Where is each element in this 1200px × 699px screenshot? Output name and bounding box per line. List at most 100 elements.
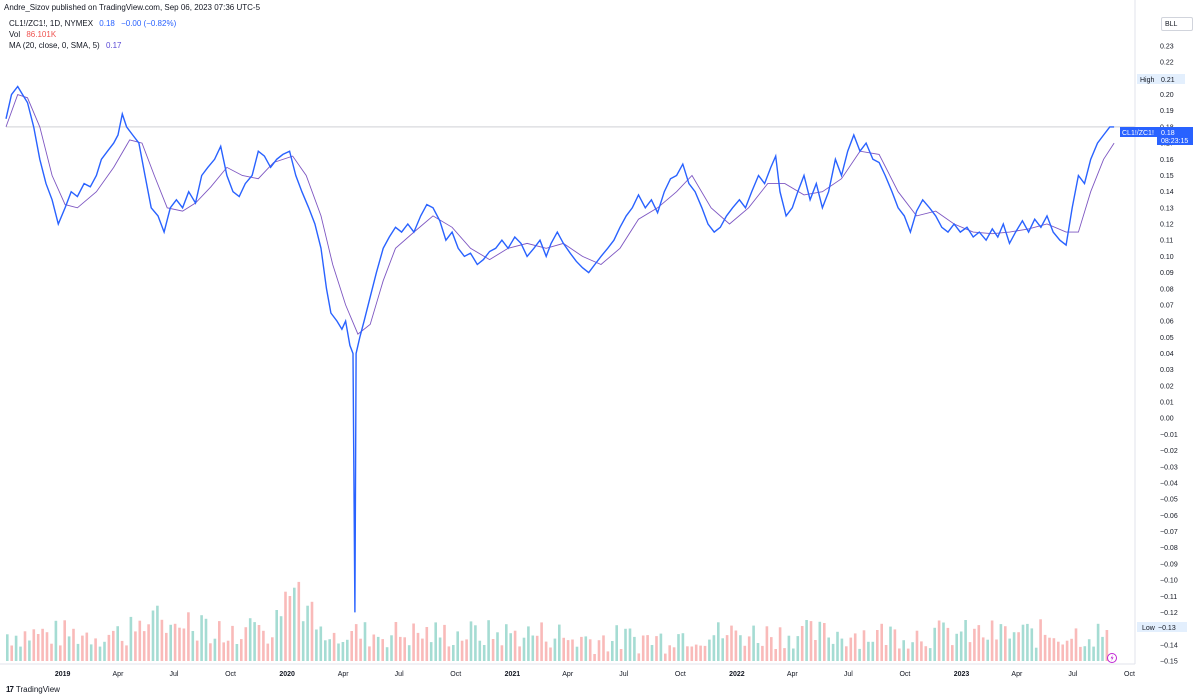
- y-tick-label: −0.15: [1160, 659, 1178, 666]
- legend-ma-value: 0.17: [105, 41, 122, 50]
- footer-brand[interactable]: 17 TradingView: [6, 685, 60, 694]
- volume-bar: [306, 605, 309, 661]
- volume-bar: [800, 626, 804, 661]
- volume-bar: [562, 637, 565, 661]
- volume-bar: [902, 640, 905, 661]
- volume-bar: [173, 623, 177, 661]
- volume-bar: [986, 639, 989, 661]
- volume-bar: [156, 605, 159, 661]
- volume-bar: [138, 620, 142, 661]
- volume-bar: [213, 638, 217, 661]
- low-marker-bg: [1137, 622, 1187, 632]
- volume-bar: [867, 641, 870, 661]
- volume-bar: [474, 625, 477, 661]
- volume-bar: [407, 645, 411, 661]
- y-tick-label: 0.15: [1160, 173, 1174, 180]
- volume-bar: [597, 640, 601, 661]
- volume-bar: [293, 587, 296, 661]
- volume-bar: [725, 635, 729, 661]
- volume-bar: [19, 646, 22, 661]
- volume-bar: [165, 632, 168, 661]
- volume-bar: [257, 625, 261, 661]
- y-tick-label: −0.11: [1160, 594, 1177, 601]
- ma-line: [5, 94, 1115, 335]
- last-price-badge[interactable]: CL1!/ZC1! 0.18 08:23:15: [1120, 127, 1193, 145]
- volume-bar: [792, 648, 795, 661]
- volume-bar: [650, 645, 654, 661]
- y-tick-label: −0.06: [1160, 513, 1178, 520]
- tradingview-brand: TradingView: [15, 685, 60, 694]
- volume-bar: [434, 622, 437, 661]
- legend-vol-row[interactable]: Vol 86.101K: [9, 29, 176, 40]
- volume-bar: [990, 620, 994, 661]
- volume-bar: [783, 648, 786, 661]
- y-tick-label: 0.12: [1160, 222, 1174, 229]
- volume-bar: [72, 628, 75, 661]
- y-axis[interactable]: 0.23 0.22 0.21 0.20 0.19 0.18 0.17 0.16 0.15 0.14…: [1160, 44, 1178, 666]
- volume-bar: [633, 636, 636, 661]
- legend-symbol-row[interactable]: CL1!/ZC1!, 1D, NYMEX 0.18 −0.00 (−0.82%): [9, 18, 176, 29]
- volume-bar: [584, 636, 588, 661]
- volume-bar: [915, 630, 919, 661]
- y-tick-label: 0.00: [1160, 416, 1174, 423]
- y-tick-label: 0.11: [1160, 238, 1173, 245]
- volume-bar: [906, 648, 910, 661]
- legend-change: −0.00 (−0.82%): [121, 19, 177, 28]
- volume-bars: [6, 581, 1109, 661]
- volume-bar: [849, 637, 853, 661]
- y-tick-label: −0.08: [1160, 545, 1178, 552]
- y-tick-label: 0.21: [1160, 76, 1174, 83]
- y-tick-label: 0.04: [1160, 351, 1174, 358]
- volume-bar: [94, 638, 97, 661]
- volume-bar: [6, 634, 9, 661]
- volume-bar: [191, 631, 195, 661]
- volume-bar: [429, 642, 433, 661]
- volume-bar: [995, 639, 998, 661]
- volume-bar: [743, 645, 747, 661]
- volume-bar: [1061, 644, 1064, 661]
- volume-bar: [1096, 623, 1100, 661]
- low-marker-label: Low: [1142, 625, 1156, 632]
- price-scale-button[interactable]: BLL: [1161, 17, 1193, 31]
- price-line: [5, 85, 1115, 613]
- volume-bar: [160, 619, 164, 661]
- volume-bar: [103, 641, 106, 661]
- volume-bar: [549, 647, 552, 661]
- x-tick-label: Oct: [899, 671, 910, 678]
- low-marker: Low −0.13: [1137, 622, 1187, 632]
- volume-bar: [491, 639, 495, 661]
- volume-bar: [933, 627, 936, 661]
- y-tick-label: 0.07: [1160, 302, 1174, 309]
- volume-bar: [981, 637, 985, 661]
- lightning-icon[interactable]: [1107, 653, 1117, 663]
- volume-bar: [10, 645, 13, 661]
- y-tick-label: 0.09: [1160, 270, 1174, 277]
- volume-bar: [544, 641, 548, 661]
- volume-bar: [129, 616, 133, 661]
- volume-bar: [619, 649, 623, 661]
- volume-bar: [659, 633, 663, 661]
- volume-bar: [182, 628, 186, 661]
- volume-bar: [271, 637, 274, 661]
- x-tick-label: 2023: [954, 671, 970, 678]
- legend-ma-row[interactable]: MA (20, close, 0, SMA, 5) 0.17: [9, 40, 176, 51]
- volume-bar: [611, 641, 614, 661]
- volume-bar: [880, 623, 883, 661]
- volume-bar: [32, 629, 36, 661]
- volume-bar: [478, 640, 482, 661]
- x-tick-label: Jul: [395, 671, 404, 678]
- volume-bar: [827, 637, 830, 661]
- volume-bar: [425, 627, 429, 661]
- y-tick-label: −0.09: [1160, 561, 1178, 568]
- volume-bar: [1021, 624, 1025, 661]
- volume-bar: [694, 644, 698, 661]
- volume-bar: [1079, 646, 1082, 661]
- volume-bar: [372, 634, 376, 661]
- volume-bar: [76, 643, 80, 661]
- volume-bar: [332, 632, 336, 661]
- x-axis[interactable]: 2019 Apr Jul Oct 2020 Apr Jul Oct 2021 Apr Jul Oct 2…: [55, 671, 1135, 678]
- volume-bar: [209, 643, 212, 661]
- y-tick-label: 0.23: [1160, 44, 1174, 51]
- volume-bar: [853, 633, 857, 661]
